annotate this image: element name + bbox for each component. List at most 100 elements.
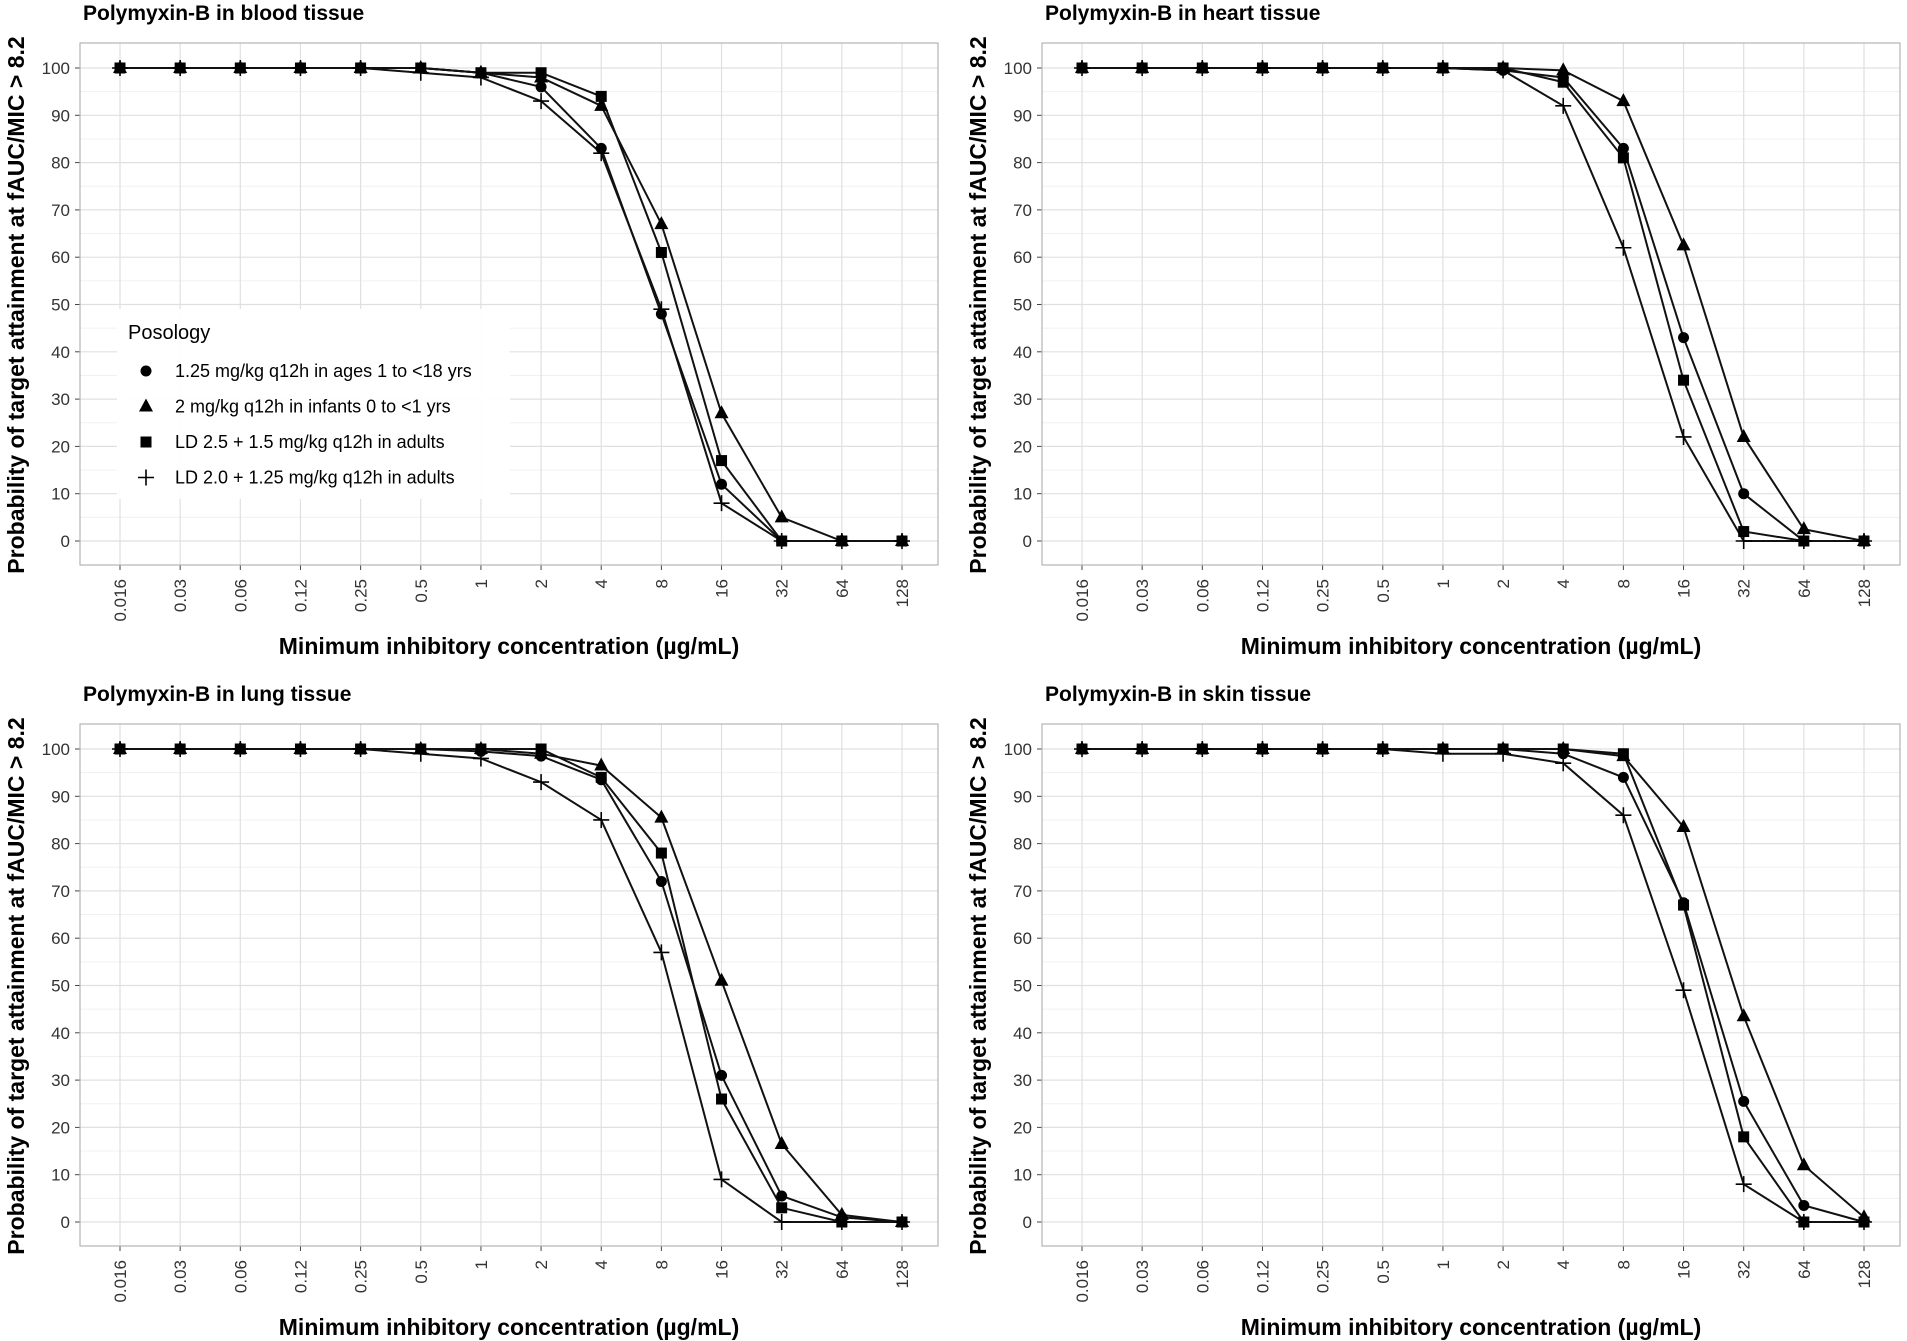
x-tick-label: 128 — [893, 579, 912, 607]
y-tick-label: 90 — [1013, 106, 1032, 125]
data-point-plus — [894, 533, 910, 549]
data-point-circle — [716, 1069, 728, 1081]
data-point-plus — [1555, 97, 1572, 114]
chart-panel-4: Polymyxin-B in skin tissue 0 10 20 30 40 50 60 7… — [965, 683, 1901, 1340]
y-tick-label: 60 — [51, 248, 70, 267]
data-point-plus — [1194, 741, 1211, 757]
x-tick-label: 128 — [1855, 1260, 1874, 1288]
data-point-circle — [535, 81, 547, 93]
data-point-square — [1557, 743, 1569, 755]
y-tick-label: 0 — [1023, 532, 1032, 551]
x-tick-label: 0.12 — [291, 579, 310, 612]
data-point-triangle — [1616, 93, 1631, 107]
x-tick-label: 1 — [1434, 579, 1453, 588]
data-point-plus — [593, 811, 610, 828]
legend-key-triangle — [139, 398, 153, 412]
x-tick-label: 8 — [652, 579, 671, 588]
y-tick-label: 20 — [1013, 1118, 1032, 1137]
legend-key-square — [140, 436, 152, 448]
y-tick-label: 20 — [1013, 437, 1032, 456]
y-tick-label: 90 — [1013, 787, 1032, 806]
x-tick-label: 4 — [592, 1260, 611, 1269]
data-point-plus — [472, 69, 489, 86]
series-line-4 — [120, 748, 902, 1223]
panel-title: Polymyxin-B in skin tissue — [1045, 683, 1311, 706]
y-tick-label: 50 — [1013, 977, 1032, 996]
data-point-plus — [1795, 533, 1812, 549]
data-point-triangle — [1736, 428, 1751, 442]
data-point-square — [716, 455, 728, 467]
x-axis-title: Minimum inhibitory concentration (µg/mL) — [1241, 1314, 1701, 1340]
data-point-square — [1678, 374, 1690, 386]
chart-panel-2: Polymyxin-B in heart tissue 0 10 20 30 40 50 60… — [965, 2, 1901, 659]
data-point-plus — [1314, 741, 1331, 757]
data-point-plus — [292, 741, 309, 757]
data-point-plus — [713, 1171, 730, 1188]
data-point-square — [1738, 1131, 1750, 1143]
x-tick-label: 2 — [532, 1260, 551, 1269]
y-tick-label: 0 — [61, 1213, 70, 1232]
x-tick-label: 64 — [833, 1260, 852, 1279]
data-point-plus — [1434, 745, 1451, 762]
data-point-circle — [1738, 488, 1750, 500]
x-tick-label: 16 — [713, 1260, 732, 1279]
data-point-plus — [1495, 62, 1512, 79]
data-point-plus — [292, 60, 309, 76]
x-tick-label: 128 — [893, 1260, 912, 1288]
data-point-triangle — [714, 405, 729, 419]
y-tick-label: 10 — [51, 1166, 70, 1185]
y-tick-label: 0 — [61, 532, 70, 551]
x-tick-label: 16 — [713, 579, 732, 598]
data-point-plus — [1254, 741, 1271, 757]
y-tick-label: 50 — [51, 977, 70, 996]
legend: Posology 1.25 mg/kg q12h in ages 1 to <18… — [117, 309, 510, 499]
y-tick-label: 30 — [51, 1071, 70, 1090]
data-point-plus — [593, 145, 610, 162]
data-point-circle — [776, 1190, 788, 1202]
data-point-triangle — [1556, 62, 1571, 76]
x-tick-label: 0.12 — [291, 1260, 310, 1293]
y-axis-title: Probability of target attainment at fAUC… — [965, 717, 991, 1254]
panel-title: Polymyxin-B in lung tissue — [83, 683, 351, 706]
x-tick-label: 0.03 — [1133, 579, 1152, 612]
legend-title: Posology — [128, 322, 210, 344]
series-line-4 — [1082, 748, 1864, 1223]
data-point-circle — [655, 875, 667, 887]
x-tick-label: 32 — [1735, 579, 1754, 598]
y-tick-label: 40 — [51, 343, 70, 362]
x-tick-label: 0.12 — [1253, 1260, 1272, 1293]
data-point-plus — [1735, 533, 1752, 549]
data-point-square — [716, 1093, 728, 1105]
x-tick-label: 64 — [1795, 579, 1814, 598]
x-tick-label: 1 — [472, 579, 491, 588]
legend-label: LD 2.0 + 1.25 mg/kg q12h in adults — [175, 468, 455, 488]
data-point-square — [1557, 76, 1569, 88]
data-point-plus — [833, 533, 850, 549]
data-point-circle — [1798, 1199, 1810, 1211]
data-point-plus — [352, 741, 369, 757]
data-point-plus — [1555, 755, 1572, 772]
x-tick-label: 0.25 — [352, 579, 371, 612]
y-axis-title: Probability of target attainment at fAUC… — [965, 36, 991, 573]
x-tick-label: 0.5 — [1374, 1260, 1393, 1284]
y-tick-label: 30 — [1013, 1071, 1032, 1090]
y-tick-label: 40 — [1013, 343, 1032, 362]
y-tick-label: 40 — [1013, 1024, 1032, 1043]
series-line-4 — [1082, 67, 1864, 542]
panel-title: Polymyxin-B in blood tissue — [83, 2, 364, 25]
y-tick-label: 30 — [51, 390, 70, 409]
y-tick-label: 90 — [51, 106, 70, 125]
data-point-triangle — [1676, 819, 1691, 833]
y-tick-label: 60 — [1013, 929, 1032, 948]
x-tick-label: 0.03 — [171, 1260, 190, 1293]
x-tick-label: 4 — [1554, 1260, 1573, 1269]
y-tick-label: 100 — [42, 59, 70, 78]
data-point-plus — [172, 741, 189, 757]
x-tick-label: 2 — [1494, 579, 1513, 588]
series-line-4 — [120, 67, 902, 542]
data-point-triangle — [654, 809, 669, 823]
x-tick-label: 32 — [773, 1260, 792, 1279]
y-tick-label: 10 — [1013, 485, 1032, 504]
data-point-triangle — [654, 216, 669, 230]
x-tick-label: 1 — [472, 1260, 491, 1269]
